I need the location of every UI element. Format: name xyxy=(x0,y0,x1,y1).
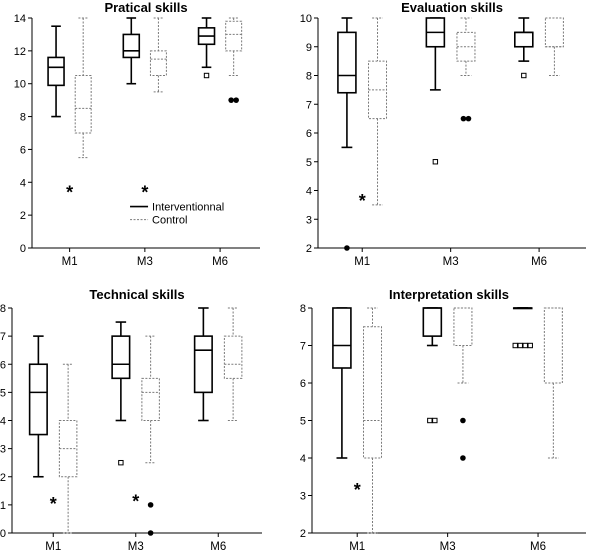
y-tick-label: 4 xyxy=(306,186,312,198)
x-tick-label-m3: M3 xyxy=(128,541,144,553)
y-tick-label: 8 xyxy=(306,71,312,83)
outlier-filled-circle xyxy=(233,97,239,103)
y-tick-label: 0 xyxy=(20,243,26,255)
y-tick-label: 4 xyxy=(300,453,306,465)
y-tick-label: 10 xyxy=(14,79,26,91)
box-control-m6 xyxy=(223,335,243,379)
outlier-filled-circle xyxy=(147,502,154,508)
outlier-filled-circle xyxy=(460,455,466,461)
significance-asterisk: * xyxy=(132,491,139,511)
box-interventionnal-m6 xyxy=(513,31,534,48)
chart-title: Interpretation skills xyxy=(389,287,509,302)
x-tick-label-m3: M3 xyxy=(440,541,456,553)
y-tick-label: 4 xyxy=(0,416,6,428)
box-control-m3 xyxy=(149,50,167,76)
y-tick-label: 12 xyxy=(14,46,26,58)
x-tick-label-m1: M1 xyxy=(349,541,365,553)
outlier-open-square xyxy=(521,72,527,79)
y-tick-label: 2 xyxy=(20,210,26,222)
outlier-open-square xyxy=(527,342,533,349)
outlier-open-square xyxy=(427,417,433,424)
y-tick-label: 2 xyxy=(300,528,306,540)
outlier-open-square xyxy=(512,342,518,349)
y-tick-label: 0 xyxy=(0,528,6,540)
y-tick-label: 8 xyxy=(300,303,306,315)
box-control-m1 xyxy=(363,326,383,459)
x-tick-label-m6: M6 xyxy=(210,541,226,553)
x-tick-label-m1: M1 xyxy=(62,256,78,268)
outlier-open-square xyxy=(517,342,523,349)
significance-asterisk: * xyxy=(66,183,73,203)
box-interventionnal-m3 xyxy=(111,335,131,380)
y-tick-label: 7 xyxy=(306,99,312,111)
box-control-m6 xyxy=(543,307,563,384)
x-tick-label-m6: M6 xyxy=(530,541,546,553)
box-interventionnal-m1 xyxy=(28,363,48,436)
chart-title: Technical skills xyxy=(89,287,184,302)
significance-asterisk: * xyxy=(50,494,57,514)
x-tick-label-m6: M6 xyxy=(212,256,228,268)
y-tick-label: 9 xyxy=(306,42,312,54)
significance-asterisk: * xyxy=(141,183,148,203)
chart-title: Pratical skills xyxy=(104,0,187,15)
box-control-m6 xyxy=(544,17,564,48)
y-tick-label: 6 xyxy=(306,128,312,140)
y-tick-label: 6 xyxy=(20,144,26,156)
outlier-open-square xyxy=(432,417,438,424)
box-control-m6 xyxy=(225,20,243,52)
x-tick-label-m3: M3 xyxy=(443,256,459,268)
y-tick-label: 7 xyxy=(300,341,306,353)
outlier-filled-circle xyxy=(460,417,466,424)
y-tick-label: 14 xyxy=(14,13,26,25)
panel-evaluation-skills: Evaluation skills 2 3 4 5 6 7 8 9 10 M1 M3 M6 * xyxy=(300,0,586,268)
box-interventionnal-m1 xyxy=(337,31,357,94)
x-tick-label-m1: M1 xyxy=(45,541,61,553)
y-tick-label: 2 xyxy=(306,243,312,255)
outlier-filled-circle xyxy=(465,115,472,122)
box-interventionnal-m1 xyxy=(47,56,65,87)
outlier-filled-circle xyxy=(344,245,350,251)
panel-interpretation-skills: Interpretation skills 2 3 4 5 6 7 8 M1 M3 M6 * xyxy=(300,287,586,553)
panel-technical-skills: Technical skills 0 1 2 3 4 5 6 7 8 M1 M3 M6 * * xyxy=(0,287,262,553)
outlier-open-square xyxy=(118,459,124,466)
y-tick-label: 5 xyxy=(0,387,6,399)
y-tick-label: 6 xyxy=(300,378,306,390)
y-tick-label: 1 xyxy=(0,500,6,512)
x-tick-label-m1: M1 xyxy=(354,256,370,268)
y-tick-label: 3 xyxy=(306,214,312,226)
y-tick-label: 6 xyxy=(0,359,6,371)
y-tick-label: 7 xyxy=(0,331,6,343)
box-interventionnal-m3 xyxy=(122,33,141,59)
outlier-open-square xyxy=(522,342,528,349)
x-tick-label-m3: M3 xyxy=(137,256,153,268)
legend-label-interventionnal: Interventionnal xyxy=(152,202,224,214)
y-tick-label: 3 xyxy=(0,444,6,456)
outlier-filled-circle xyxy=(147,530,154,536)
outlier-open-square xyxy=(203,72,210,79)
y-tick-label: 5 xyxy=(306,157,312,169)
y-tick-label: 5 xyxy=(300,416,306,428)
y-tick-label: 4 xyxy=(20,177,26,189)
outlier-filled-circle xyxy=(228,97,234,103)
y-tick-label: 2 xyxy=(0,472,6,484)
legend-label-control: Control xyxy=(152,215,187,227)
box-interventionnal-m1 xyxy=(332,307,352,369)
y-tick-label: 10 xyxy=(300,13,312,25)
box-control-m1 xyxy=(74,75,92,134)
outlier-open-square xyxy=(432,159,439,165)
outlier-filled-circle xyxy=(460,115,467,122)
box-interventionnal-m3 xyxy=(422,307,443,337)
chart-title: Evaluation skills xyxy=(401,0,503,15)
y-tick-label: 8 xyxy=(0,303,6,315)
box-control-m3 xyxy=(453,307,473,346)
significance-asterisk: * xyxy=(359,191,366,211)
y-tick-label: 8 xyxy=(20,112,26,124)
y-tick-label: 3 xyxy=(300,491,306,503)
box-control-m3 xyxy=(141,377,160,421)
significance-asterisk: * xyxy=(354,480,361,500)
x-tick-label-m6: M6 xyxy=(531,256,547,268)
panel-pratical-skills: Pratical skills 0 2 4 6 8 10 12 14 M1 M3 M6 * * Interv… xyxy=(14,0,260,268)
box-interventionnal-m6 xyxy=(193,335,213,394)
